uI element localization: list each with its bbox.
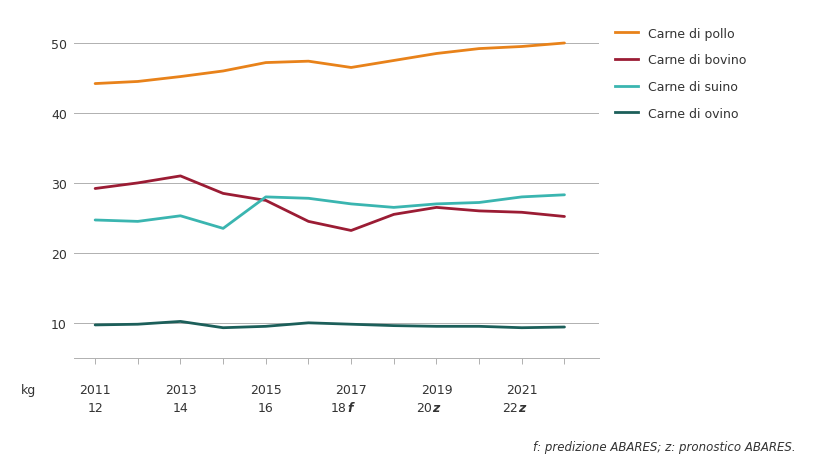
Text: f: f: [346, 401, 352, 414]
Text: 20: 20: [416, 401, 432, 414]
Text: 2017: 2017: [335, 383, 367, 396]
Text: 16: 16: [258, 401, 274, 414]
Text: 2013: 2013: [165, 383, 196, 396]
Text: 12: 12: [87, 401, 103, 414]
Text: 14: 14: [172, 401, 188, 414]
Text: 2011: 2011: [79, 383, 111, 396]
Text: kg: kg: [21, 383, 36, 396]
Text: z: z: [517, 401, 524, 414]
Text: 2021: 2021: [505, 383, 537, 396]
Text: z: z: [432, 401, 439, 414]
Text: 22: 22: [501, 401, 517, 414]
Legend: Carne di pollo, Carne di bovino, Carne di suino, Carne di ovino: Carne di pollo, Carne di bovino, Carne d…: [609, 22, 750, 125]
Text: 18: 18: [331, 401, 346, 414]
Text: f: predizione ABARES; z: pronostico ABARES.: f: predizione ABARES; z: pronostico ABAR…: [532, 441, 794, 453]
Text: 2015: 2015: [250, 383, 282, 396]
Text: 2019: 2019: [420, 383, 452, 396]
